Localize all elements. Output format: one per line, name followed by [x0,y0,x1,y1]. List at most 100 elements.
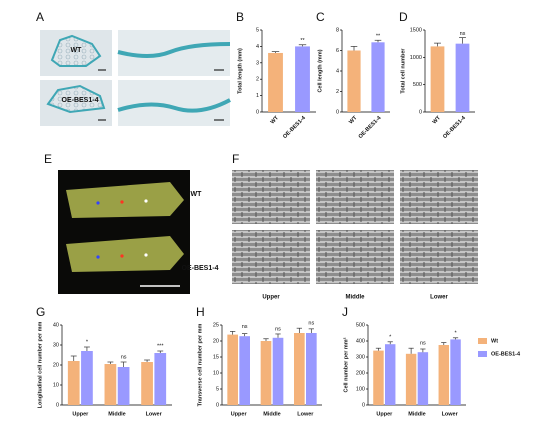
column-label: Upper [262,295,280,301]
bar [295,46,310,112]
significance: ns [308,321,314,327]
panel-letter: H [196,305,205,319]
bar [405,353,417,405]
bar [371,42,385,112]
y-tick-label: 200 [356,370,365,376]
y-tick-label: 1000 [410,55,422,61]
x-tick-label: OE-BES1-4 [358,115,383,140]
y-tick-label: 0 [362,402,365,408]
y-tick-label: 0 [216,402,219,408]
x-tick-label: Lower [442,411,459,417]
bar [306,333,317,405]
bar [384,344,396,405]
bar [154,353,167,405]
y-tick-label: 500 [413,82,422,88]
panel-letter: D [399,10,408,24]
y-tick-label: 0 [336,109,339,115]
x-tick-label: Lower [146,411,163,417]
y-tick-label: 2 [256,77,259,83]
micrograph-a [40,30,231,126]
significance: * [389,334,392,340]
y-tick-label: 500 [356,322,365,328]
significance: ns [242,324,248,330]
row-label: OE-BES1-4 [182,265,219,272]
x-tick-label: Middle [408,411,425,417]
bar [347,50,361,112]
x-tick-label: OE-BES1-4 [442,115,467,140]
y-tick-label: 6 [336,48,339,54]
x-tick-label: Lower [297,411,314,417]
y-axis-label: Cell length (mm) [317,49,323,92]
bar [294,333,305,405]
legend-label: OE-BES1-4 [491,351,521,357]
x-tick-label: Upper [376,411,393,417]
y-tick-label: 100 [356,386,365,392]
bar [373,350,384,405]
panel-letter: A [36,10,44,24]
bar [239,336,250,405]
significance: ns [420,341,426,347]
bar [104,364,117,405]
bar [117,367,130,405]
bar [438,345,450,405]
panel-letter: E [44,152,52,166]
column-label: Lower [430,295,448,301]
bar [67,361,80,405]
bar [417,352,429,405]
image-label: WT [71,47,83,54]
panel-letter: G [36,305,45,319]
y-tick-label: 1 [256,93,259,99]
bar [141,362,153,405]
y-tick-label: 40 [53,322,59,328]
bar [272,337,284,405]
significance: ns [275,326,281,332]
significance: ** [300,38,305,44]
y-tick-label: 0 [419,109,422,115]
panel-letter: J [342,305,348,319]
column-label: Middle [346,295,366,301]
y-tick-label: 1500 [410,27,422,33]
legend-swatch [478,351,487,357]
x-tick-label: WT [348,115,359,126]
bar [227,334,238,405]
x-tick-label: Middle [263,411,280,417]
significance: * [86,339,89,345]
y-axis-label: Cell number per mm² [342,337,349,392]
y-tick-label: 10 [53,382,59,388]
y-tick-label: 25 [213,322,219,328]
y-axis-label: Longitudinal cell number per mm [37,322,43,409]
significance: * [454,330,457,336]
significance: ** [376,34,381,40]
x-tick-label: Upper [72,411,89,417]
y-tick-label: 0 [56,402,59,408]
y-tick-label: 20 [53,362,59,368]
panel-letter: F [232,152,239,166]
bar [81,351,93,405]
panel-letter: B [236,10,244,24]
bar [450,339,461,405]
x-tick-label: Upper [231,411,248,417]
y-tick-label: 300 [356,354,365,360]
y-tick-label: 0 [256,109,259,115]
micrograph-f [232,170,478,284]
bar [455,43,470,112]
legend-swatch [478,338,487,344]
row-label: WT [191,191,203,198]
y-tick-label: 10 [213,370,219,376]
significance: ns [121,354,127,360]
y-axis-label: Transverse cell number per mm [197,323,203,406]
image-label: OE-BES1-4 [62,97,99,104]
significance: ns [460,31,466,37]
y-tick-label: 4 [256,44,259,50]
significance: *** [157,343,164,349]
y-tick-label: 4 [336,68,339,74]
bar [268,52,283,112]
y-tick-label: 400 [356,338,365,344]
photo-e [58,170,190,294]
y-tick-label: 2 [336,89,339,95]
x-tick-label: OE-BES1-4 [282,115,307,140]
y-axis-label: Total length (mm) [237,48,243,94]
legend-label: Wt [491,338,498,344]
x-tick-label: WT [270,115,281,126]
